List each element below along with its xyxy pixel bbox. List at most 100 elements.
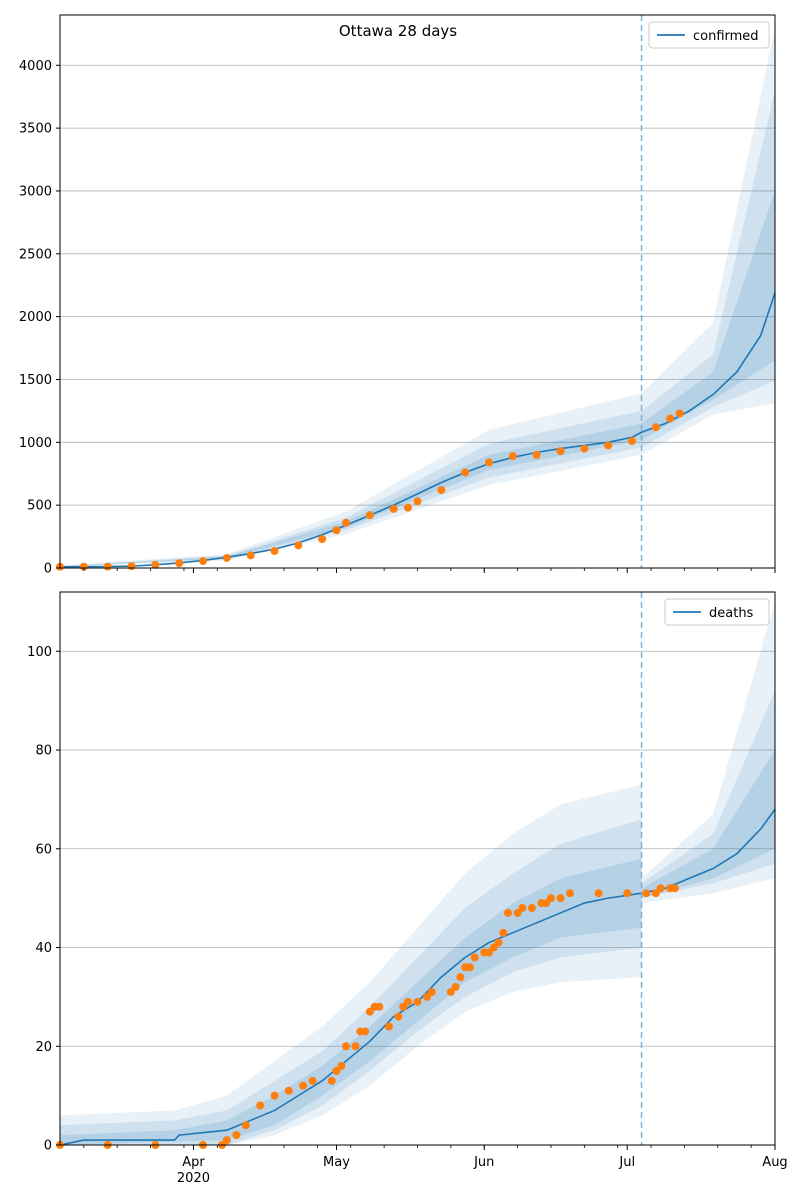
data-point	[651, 423, 660, 432]
data-point	[246, 551, 255, 560]
y-tick-label: 3500	[19, 122, 52, 137]
data-point	[451, 983, 460, 991]
data-point	[566, 889, 575, 898]
data-point	[556, 894, 565, 903]
data-point	[413, 497, 422, 506]
data-point	[337, 1062, 346, 1070]
data-point	[284, 1086, 293, 1095]
y-tick-label: 500	[27, 499, 52, 514]
legend-label: confirmed	[693, 29, 759, 44]
x-tick-label: Jun	[473, 1155, 494, 1170]
y-tick-label: 100	[27, 645, 52, 660]
confirmed-panel: 0 500 1000 1500 2000 2500 3000 3500 4000 confirme…	[19, 14, 776, 577]
data-point	[542, 899, 551, 908]
band-outer	[60, 601, 775, 1145]
x-tick-label: Jul	[618, 1155, 635, 1170]
legend-box	[664, 598, 770, 626]
data-point	[437, 486, 446, 495]
data-point	[465, 963, 474, 972]
y-tick-label: 2500	[19, 247, 52, 262]
data-point	[389, 504, 398, 513]
data-point	[670, 884, 679, 893]
data-point	[413, 997, 422, 1006]
data-point	[103, 562, 112, 571]
data-point	[79, 562, 88, 571]
data-point	[318, 535, 327, 544]
data-point	[256, 1101, 265, 1110]
data-point	[327, 1076, 336, 1085]
data-point	[361, 1027, 370, 1036]
data-point	[232, 1131, 241, 1140]
data-point	[332, 1066, 341, 1075]
data-point	[594, 889, 603, 898]
data-point	[199, 557, 207, 566]
data-point	[384, 1022, 393, 1031]
data-point	[403, 503, 412, 512]
data-point	[504, 908, 513, 917]
y-tick-label: 40	[35, 941, 52, 956]
data-point	[394, 1012, 403, 1021]
y-tick-label: 2000	[19, 310, 52, 325]
data-point	[628, 437, 636, 446]
legend: deaths	[664, 598, 770, 626]
data-point	[651, 889, 660, 898]
data-point	[151, 560, 160, 569]
data-point	[494, 938, 503, 947]
data-point	[456, 973, 465, 982]
data-point	[470, 953, 479, 962]
legend-box	[648, 21, 770, 49]
series-line-deaths	[59, 808, 776, 1146]
legend: confirmed	[648, 21, 770, 49]
data-point	[427, 987, 436, 996]
data-point	[375, 1002, 384, 1011]
data-point	[365, 1007, 374, 1016]
data-point	[556, 447, 565, 456]
data-point	[222, 553, 231, 562]
data-point	[580, 444, 589, 453]
data-point	[332, 526, 341, 535]
data-point	[508, 452, 517, 461]
data-point	[342, 1042, 350, 1051]
data-point	[270, 1091, 279, 1100]
data-point	[546, 894, 555, 903]
x-tick-label: May	[323, 1155, 350, 1170]
data-point	[241, 1121, 250, 1130]
y-tick-label: 0	[44, 1139, 52, 1154]
data-point	[656, 884, 665, 893]
y-tick-label: 1000	[19, 436, 52, 451]
data-point	[342, 518, 350, 527]
data-point	[461, 468, 470, 477]
band-middle	[60, 690, 775, 1145]
data-point	[675, 409, 684, 418]
data-point	[604, 441, 613, 450]
data-point	[532, 450, 541, 459]
y-tick-label: 3000	[19, 184, 52, 199]
data-point	[294, 541, 303, 550]
data-point	[485, 458, 493, 467]
data-point	[222, 1136, 231, 1145]
legend-label: deaths	[709, 606, 754, 621]
data-point	[518, 904, 527, 912]
band-outer	[60, 27, 775, 567]
x-tick-label: Aug	[762, 1155, 787, 1170]
y-tick-label: 0	[44, 562, 52, 577]
data-point	[485, 948, 493, 957]
data-point	[527, 904, 536, 912]
data-point	[365, 511, 374, 520]
y-tick-label: 4000	[19, 59, 52, 74]
data-point	[499, 928, 508, 937]
data-point	[623, 889, 632, 898]
data-point	[127, 562, 136, 571]
x-tick-sublabel: 2020	[177, 1171, 210, 1186]
band-inner	[60, 190, 775, 567]
data-point	[351, 1042, 360, 1051]
y-tick-label: 60	[35, 842, 52, 857]
data-point	[270, 547, 279, 556]
data-point	[175, 559, 184, 568]
y-tick-label: 1500	[19, 373, 52, 388]
band-middle	[60, 90, 775, 567]
data-point	[446, 987, 455, 996]
x-tick-label: Apr	[182, 1155, 205, 1170]
